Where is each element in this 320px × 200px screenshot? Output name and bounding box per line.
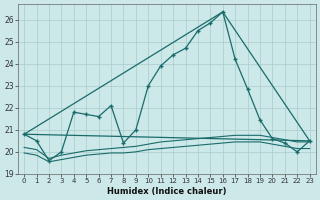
X-axis label: Humidex (Indice chaleur): Humidex (Indice chaleur): [107, 187, 227, 196]
